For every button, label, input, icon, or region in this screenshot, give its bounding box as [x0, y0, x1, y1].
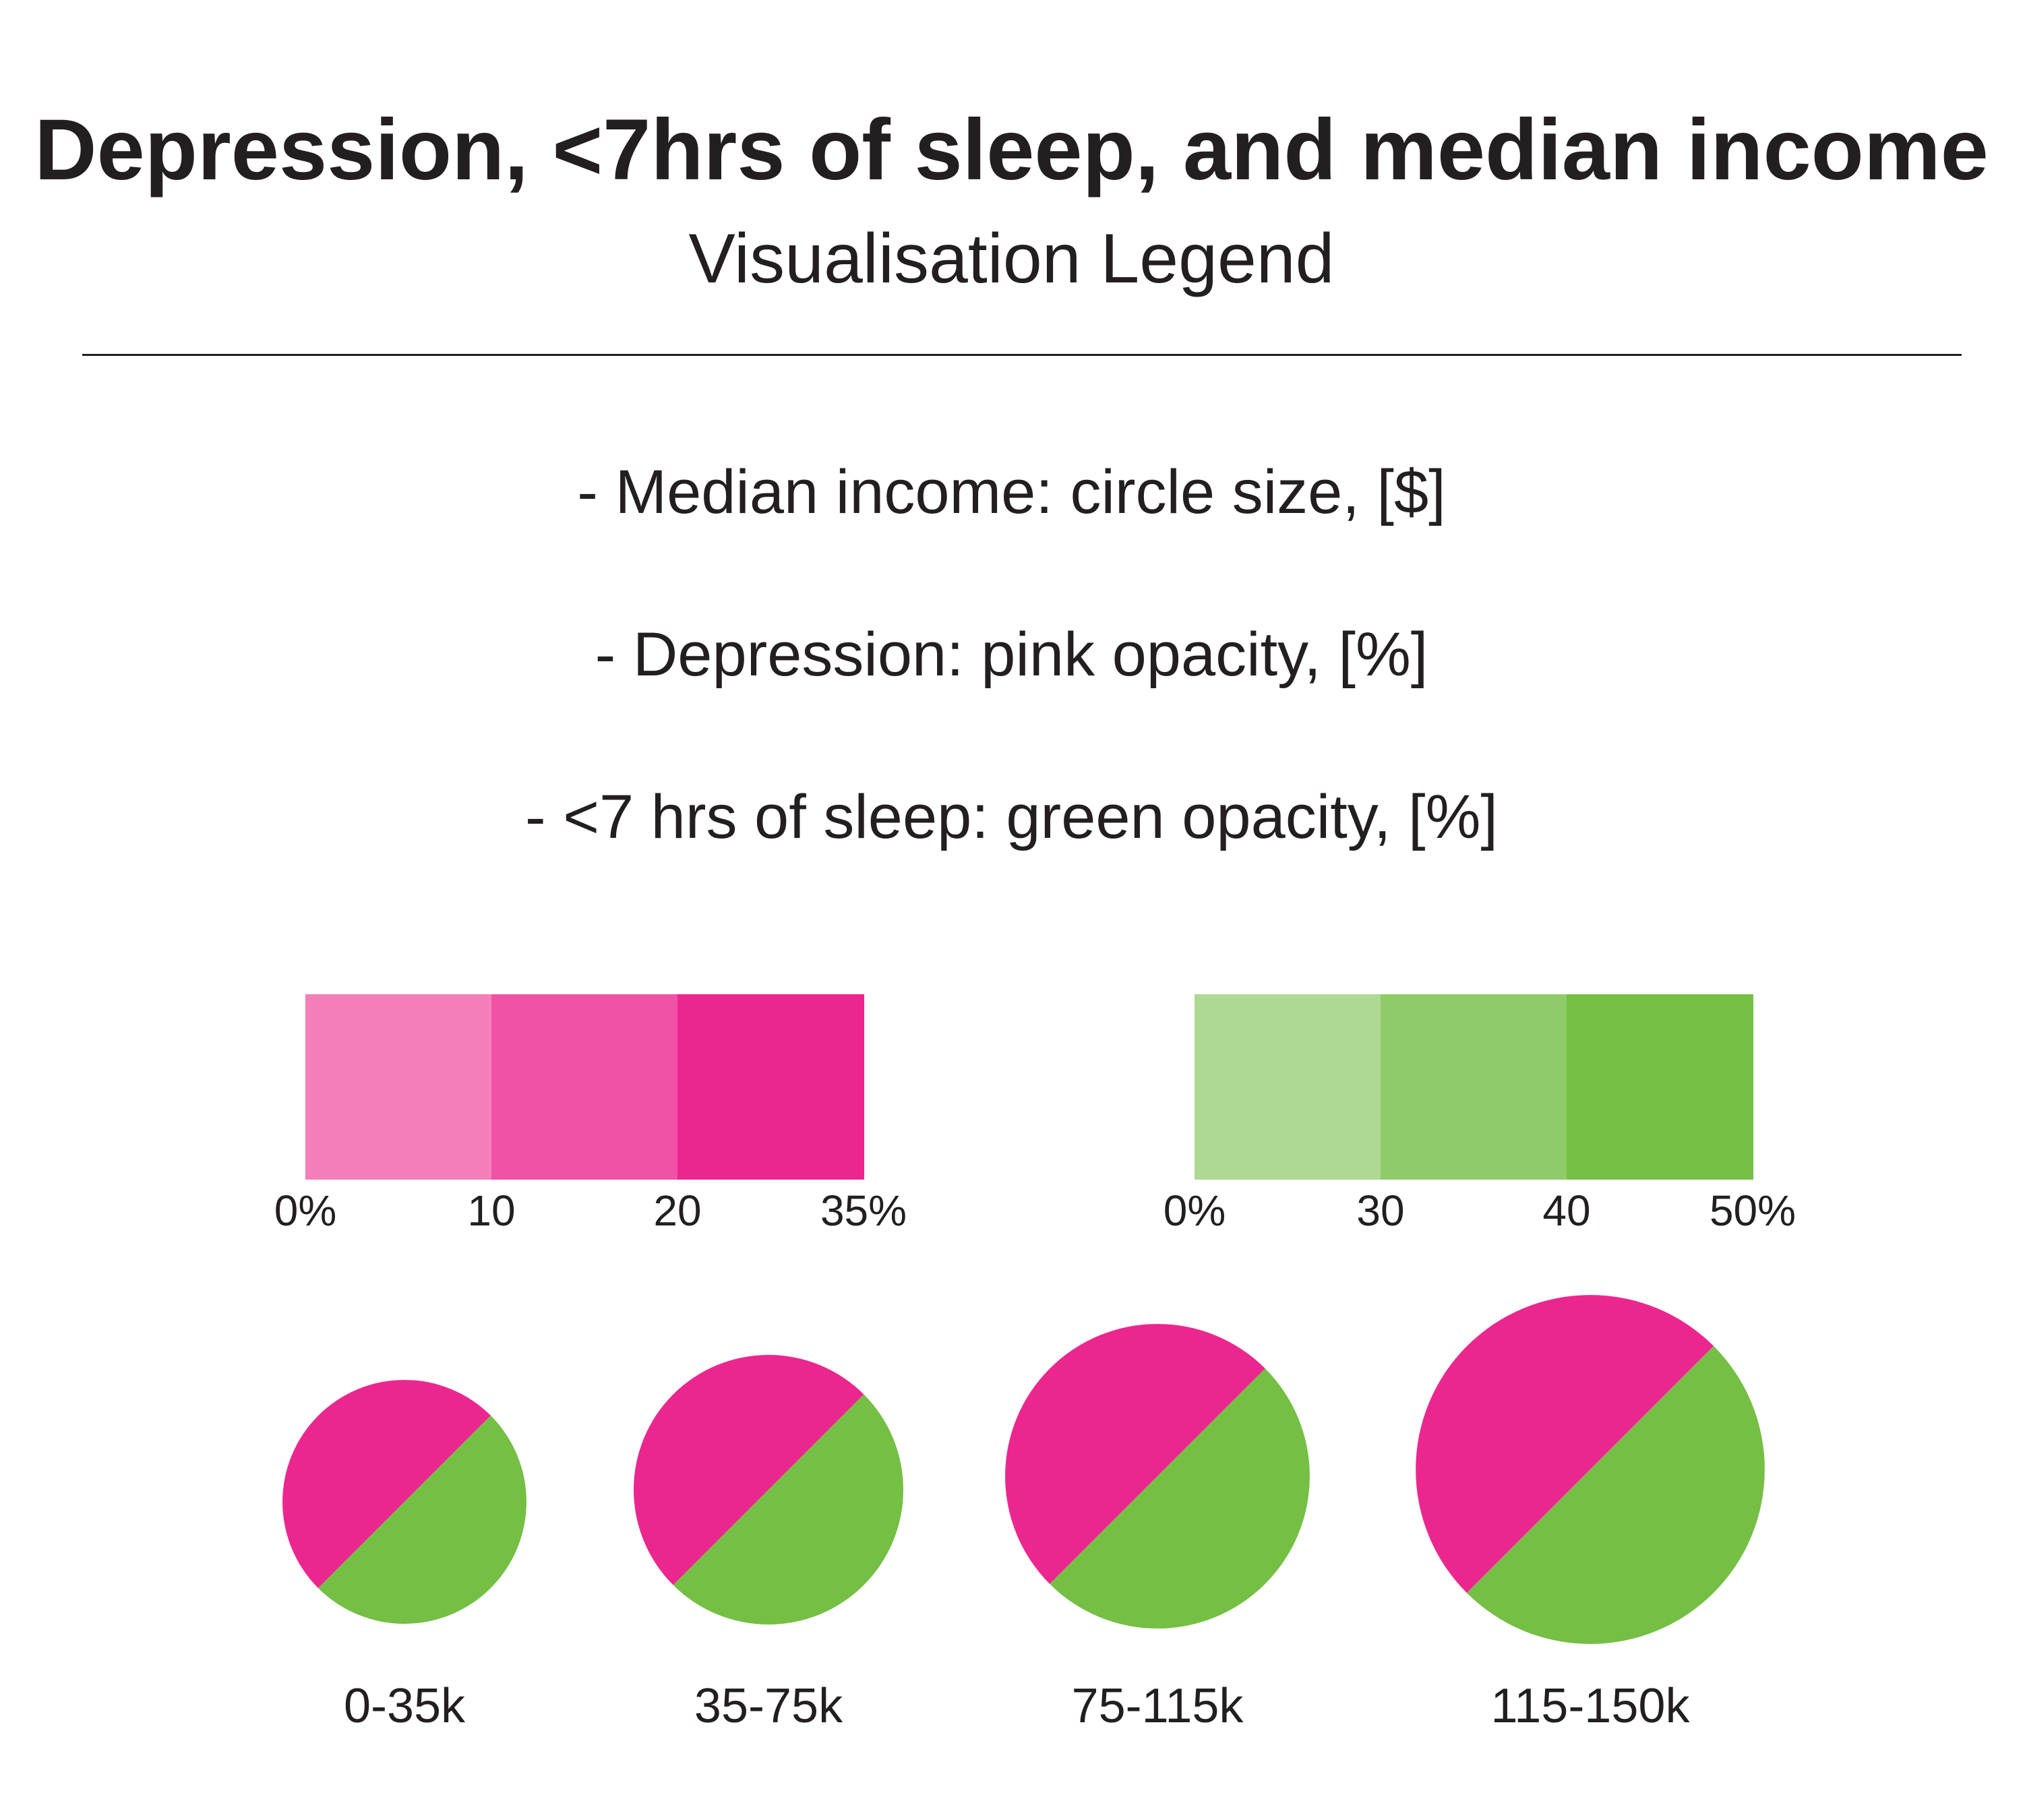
pink-scale-tick-label: 20	[653, 1186, 701, 1235]
circle-pink-half	[282, 1380, 491, 1588]
legend-line-income: - Median income: circle size, [$]	[577, 458, 1446, 526]
green-scale-tick-label: 40	[1542, 1186, 1590, 1235]
green-scale-swatch-2	[1381, 994, 1567, 1180]
circle-green-half	[673, 1394, 904, 1625]
page-subtitle: Visualisation Legend	[688, 220, 1335, 298]
circle-pink-half	[1005, 1324, 1265, 1584]
income-circle-35-75k: 35-75k	[634, 1355, 904, 1733]
income-circles: 0-35k 35-75k 75-115k 115-150k	[282, 1295, 1765, 1733]
income-circle-75-115k: 75-115k	[1005, 1324, 1310, 1733]
pink-scale-swatch-2	[491, 994, 678, 1180]
pink-scale-swatch-3	[677, 994, 864, 1180]
income-circle-label: 75-115k	[1072, 1679, 1244, 1733]
legend-line-sleep: - <7 hrs of sleep: green opacity, [%]	[525, 783, 1498, 851]
title-divider	[82, 354, 1962, 356]
circle-pink-half	[634, 1355, 864, 1585]
circle-green-half	[1050, 1368, 1310, 1629]
circle-pink-half	[1416, 1295, 1714, 1594]
income-circle-label: 0-35k	[344, 1679, 466, 1733]
pink-scale-swatch-1	[305, 994, 492, 1180]
pink-opacity-scale: 0% 10 20 35%	[274, 994, 907, 1235]
circle-green-half	[318, 1416, 526, 1624]
green-opacity-scale: 0% 30 40 50%	[1164, 994, 1796, 1235]
pink-scale-tick-label: 0%	[274, 1186, 337, 1235]
income-circle-115-150k: 115-150k	[1416, 1295, 1765, 1733]
green-scale-swatch-1	[1195, 994, 1381, 1180]
green-scale-swatch-3	[1567, 994, 1753, 1180]
income-circle-label: 35-75k	[694, 1679, 843, 1733]
legend-line-depression: - Depression: pink opacity, [%]	[595, 620, 1428, 689]
pink-scale-tick-label: 10	[467, 1186, 515, 1235]
green-scale-tick-label: 0%	[1164, 1186, 1226, 1235]
income-circle-label: 115-150k	[1491, 1679, 1691, 1733]
circle-green-half	[1466, 1345, 1765, 1644]
pink-scale-tick-label: 35%	[820, 1186, 907, 1235]
page-title: Depression, <7hrs of sleep, and median i…	[34, 102, 1989, 198]
green-scale-tick-label: 30	[1356, 1186, 1404, 1235]
green-scale-tick-label: 50%	[1710, 1186, 1796, 1235]
income-circle-0-35k: 0-35k	[282, 1380, 526, 1733]
